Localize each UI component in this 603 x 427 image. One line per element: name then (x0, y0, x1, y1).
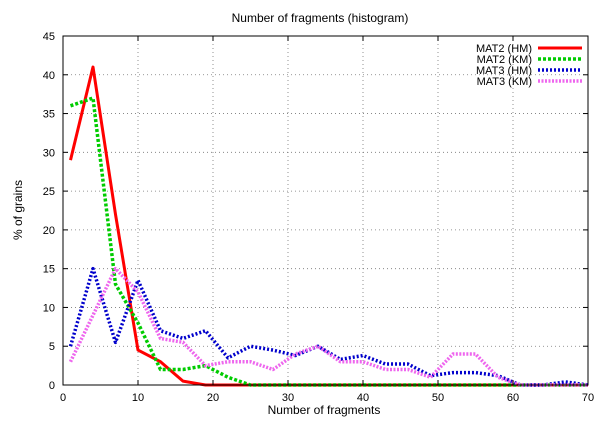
legend-label-1: MAT2 (HM) (476, 43, 532, 55)
series-lines (68, 65, 589, 387)
x-tick-label: 0 (60, 392, 66, 404)
y-axis-label: % of grains (11, 180, 25, 240)
y-tick-label: 45 (43, 31, 55, 43)
y-tick-label: 0 (49, 380, 55, 392)
chart-title: Number of fragments (histogram) (232, 11, 409, 25)
legend-label-3: MAT3 (HM) (476, 65, 532, 77)
legend: MAT2 (HM)MAT2 (KM)MAT3 (HM)MAT3 (KM) (476, 43, 582, 88)
x-tick-label: 20 (207, 392, 219, 404)
y-tick-label: 15 (43, 264, 55, 276)
axes: 0 10 20 30 40 50 60 70 0 5 10 15 20 25 30 35 40 45 (43, 31, 594, 404)
y-tick-label: 10 (43, 302, 55, 314)
y-tick-label: 20 (43, 225, 55, 237)
y-tick-label: 30 (43, 147, 55, 159)
y-tick-label: 25 (43, 186, 55, 198)
series-line-1 (69, 65, 588, 387)
x-tick-label: 70 (582, 392, 594, 404)
x-axis-label: Number of fragments (268, 403, 381, 417)
legend-label-2: MAT2 (KM) (477, 54, 532, 66)
y-tick-label: 5 (49, 341, 55, 353)
series-line-4 (68, 266, 588, 387)
x-tick-label: 10 (132, 392, 144, 404)
legend-label-4: MAT3 (KM) (477, 76, 532, 88)
series-line-2 (69, 96, 588, 387)
plot-frame (62, 35, 589, 386)
x-tick-label: 50 (432, 392, 444, 404)
series-line-3 (68, 266, 589, 387)
x-tick-label: 30 (282, 392, 294, 404)
y-tick-label: 35 (43, 109, 55, 121)
x-tick-label: 60 (507, 392, 519, 404)
x-tick-label: 40 (357, 392, 369, 404)
y-tick-label: 40 (43, 70, 55, 82)
